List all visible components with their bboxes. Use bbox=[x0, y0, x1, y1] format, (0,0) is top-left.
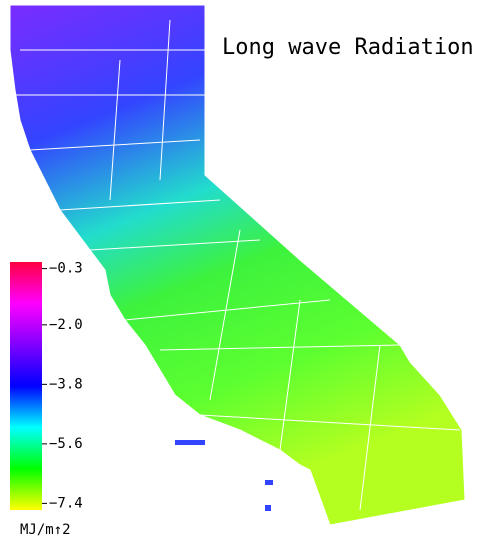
county-lines bbox=[15, 19, 461, 511]
colorbar-tick-label: −0.3 bbox=[49, 261, 83, 277]
colorbar-tick-label: −2.0 bbox=[49, 317, 83, 333]
colorbar bbox=[10, 262, 42, 510]
channel-islands bbox=[175, 440, 273, 511]
colorbar-label: MJ/m↑2 bbox=[20, 522, 71, 538]
colorbar-tick-label: −3.8 bbox=[49, 376, 83, 392]
colorbar-tick-label: −5.6 bbox=[49, 436, 83, 452]
colorbar-tick-label: −7.4 bbox=[49, 495, 83, 511]
chart-title: Long wave Radiation bbox=[222, 35, 474, 60]
california bbox=[9, 4, 466, 526]
